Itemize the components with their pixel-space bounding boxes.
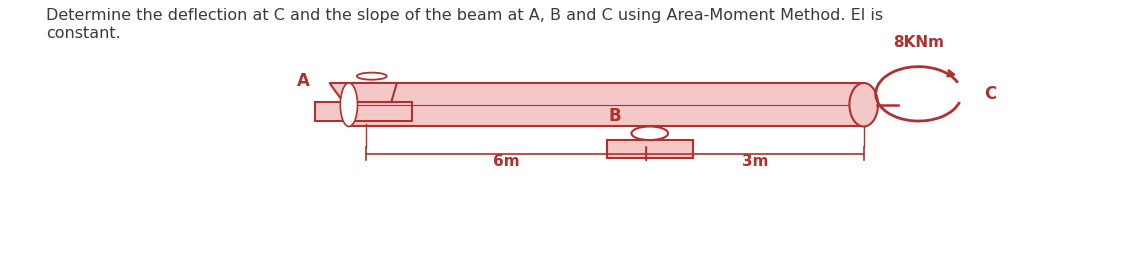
Text: 8KNm: 8KNm [893,35,944,50]
Ellipse shape [631,126,668,140]
Bar [606,140,692,158]
Bar [315,102,412,121]
Text: C: C [984,85,996,103]
Polygon shape [329,83,397,102]
Text: 3m: 3m [741,154,769,169]
Text: B: B [607,107,621,125]
Ellipse shape [340,83,357,126]
Text: Determine the deflection at C and the slope of the beam at A, B and C using Area: Determine the deflection at C and the sl… [46,8,883,41]
Text: 6m: 6m [493,154,519,169]
Bar [349,83,864,126]
Ellipse shape [849,83,877,126]
Text: A: A [296,72,310,90]
